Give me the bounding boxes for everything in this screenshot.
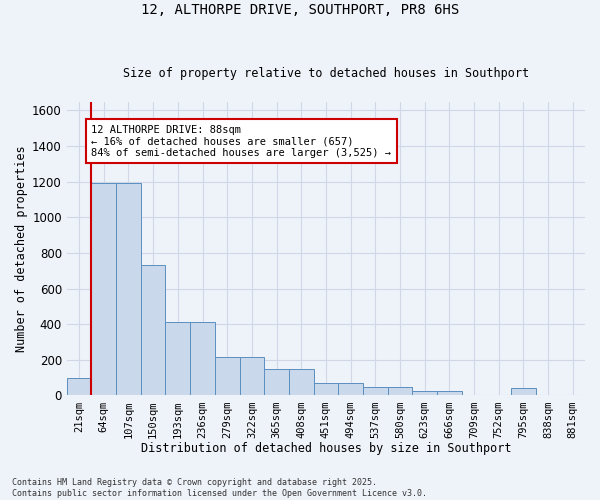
- Bar: [560, 394, 585, 396]
- Title: Size of property relative to detached houses in Southport: Size of property relative to detached ho…: [123, 66, 529, 80]
- Bar: [215, 357, 239, 396]
- Bar: [314, 383, 338, 396]
- Bar: [437, 391, 461, 396]
- Bar: [461, 394, 486, 396]
- Bar: [141, 264, 166, 396]
- Y-axis label: Number of detached properties: Number of detached properties: [15, 145, 28, 352]
- Text: Contains HM Land Registry data © Crown copyright and database right 2025.
Contai: Contains HM Land Registry data © Crown c…: [12, 478, 427, 498]
- Text: 12, ALTHORPE DRIVE, SOUTHPORT, PR8 6HS: 12, ALTHORPE DRIVE, SOUTHPORT, PR8 6HS: [141, 2, 459, 16]
- Bar: [67, 378, 91, 396]
- Bar: [338, 383, 363, 396]
- Bar: [116, 182, 141, 396]
- Bar: [486, 394, 511, 396]
- X-axis label: Distribution of detached houses by size in Southport: Distribution of detached houses by size …: [140, 442, 511, 455]
- Bar: [388, 388, 412, 396]
- Bar: [363, 388, 388, 396]
- Text: 12 ALTHORPE DRIVE: 88sqm
← 16% of detached houses are smaller (657)
84% of semi-: 12 ALTHORPE DRIVE: 88sqm ← 16% of detach…: [91, 124, 391, 158]
- Bar: [289, 368, 314, 396]
- Bar: [91, 182, 116, 396]
- Bar: [412, 391, 437, 396]
- Bar: [536, 394, 560, 396]
- Bar: [166, 322, 190, 396]
- Bar: [264, 368, 289, 396]
- Bar: [190, 322, 215, 396]
- Bar: [511, 388, 536, 396]
- Bar: [239, 357, 264, 396]
